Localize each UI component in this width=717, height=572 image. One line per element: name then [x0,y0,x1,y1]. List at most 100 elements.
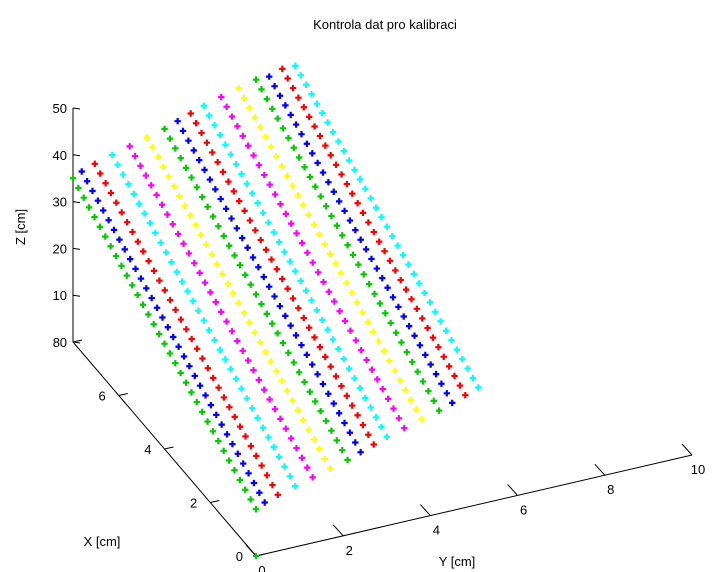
data-point [277,415,284,423]
data-point [126,143,133,150]
data-point [236,423,244,430]
data-point [357,236,364,243]
data-point [219,270,226,278]
data-point [139,301,147,308]
data-point [210,374,217,382]
data-point [258,300,265,308]
data-point [279,275,286,283]
data-point [228,113,236,120]
y-tick-label: 10 [691,462,705,477]
data-point [200,317,207,324]
data-point [231,252,238,259]
data-point [250,367,257,374]
data-point [300,314,307,322]
data-point [290,144,297,151]
data-point [140,248,147,255]
data-point [113,199,120,206]
data-point [216,346,224,353]
data-point [153,304,161,311]
data-point [375,238,383,245]
x-tick-mark [210,500,220,503]
data-point [411,332,418,339]
data-point [325,390,332,397]
data-point [345,157,353,164]
data-point [249,190,256,197]
data-point [222,141,229,148]
data-point [297,72,304,79]
data-point [275,238,283,246]
data-point [211,122,218,129]
data-point [236,476,244,484]
data-point [316,343,324,351]
data-point [146,220,154,227]
data-point [114,161,121,169]
data-point [349,251,357,259]
data-point [234,337,241,345]
data-point [303,351,311,359]
data-point [177,316,185,323]
data-point [279,65,286,73]
data-point [135,200,143,207]
data-point [292,482,299,490]
data-point [302,287,310,294]
data-point [344,241,351,249]
data-point [116,236,123,243]
data-point [156,277,163,284]
z-tick-label: 50 [53,101,67,116]
data-point [322,417,330,425]
data-point [260,273,267,281]
data-point [244,357,252,364]
data-point [226,403,233,411]
data-point [279,339,287,347]
data-point [158,201,166,208]
data-point [201,166,208,174]
data-point [223,103,230,110]
data-point [216,131,224,139]
data-point [269,105,276,113]
data-point [100,207,107,214]
scan-line-14 [266,73,456,407]
data-point [301,378,308,386]
scan-line-10 [200,102,390,440]
data-point [324,326,331,333]
data-point [413,305,421,313]
data-point [160,163,167,171]
data-point [123,219,131,226]
data-point [378,214,385,221]
data-point [370,441,377,448]
data-point [344,456,351,464]
data-point [240,94,248,102]
origin-point [253,553,259,559]
data-point [172,306,179,314]
z-tick-label: 10 [53,288,67,303]
data-point [368,366,376,373]
data-point [242,271,249,279]
data-point [185,250,193,257]
data-point [317,408,324,415]
x-axis-label: X [cm] [84,534,121,549]
data-point [310,436,318,443]
data-point [229,440,236,448]
x-tick-mark [72,339,83,343]
data-point [300,201,307,209]
scan-line-11 [218,93,408,432]
data-point [83,178,91,185]
data-point [205,112,213,119]
data-point [134,291,141,299]
y-tick-label: 0 [258,563,265,572]
data-point [208,251,215,258]
data-point [96,223,104,231]
data-point [192,222,199,229]
data-point [244,142,252,149]
data-point [282,210,290,218]
y-tick-mark [332,524,344,537]
data-point [231,467,238,474]
data-point [185,137,192,144]
data-point [298,130,305,138]
data-point [375,338,382,345]
data-point [239,460,247,467]
data-point [195,307,202,315]
x-tick-label: 4 [144,442,151,457]
data-point [379,385,386,393]
z-tick-mark [72,154,81,157]
